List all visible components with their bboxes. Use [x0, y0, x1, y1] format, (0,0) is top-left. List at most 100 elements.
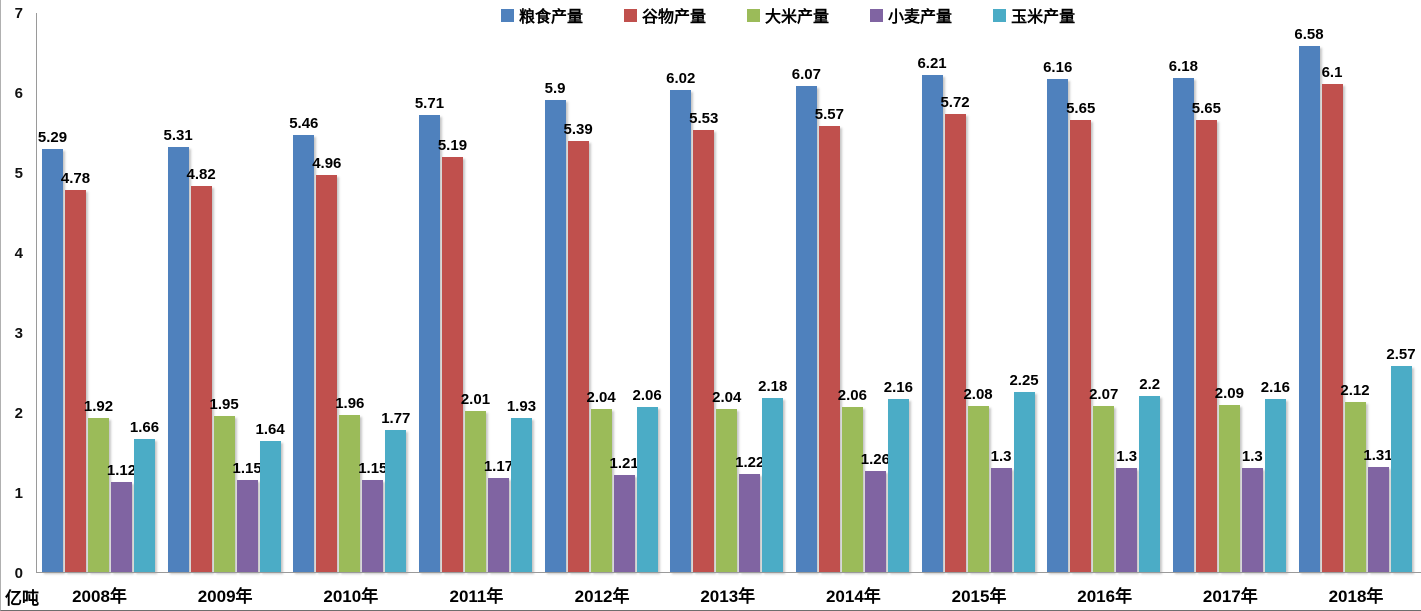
bar	[362, 480, 384, 572]
bar-value-label: 2.04	[712, 388, 742, 406]
bar-value-label: 1.92	[83, 398, 114, 416]
bar-value-label: 2.04	[586, 388, 616, 406]
bar-value-label: 2.06	[632, 387, 662, 405]
x-tick-label: 2017年	[1202, 587, 1258, 606]
bar-value-label: 5.65	[1066, 100, 1096, 117]
legend-item: 玉米产量	[993, 3, 1075, 27]
y-tick-label: 4	[14, 245, 23, 262]
bar-value-label: 2.2	[1139, 376, 1161, 393]
bar-value-label: 2.25	[1009, 372, 1039, 389]
legend-item: 小麦产量	[870, 3, 952, 27]
bar	[385, 430, 407, 572]
bar-value-label: 5.31	[163, 127, 193, 145]
bar-value-label: 2.16	[1260, 379, 1290, 397]
bar	[213, 416, 235, 572]
bar	[510, 417, 532, 572]
x-axis-line	[36, 572, 1421, 573]
bar-value-label: 1.26	[860, 451, 890, 469]
bar	[487, 478, 509, 572]
bar-value-label: 1.15	[358, 460, 388, 477]
bar	[613, 475, 635, 572]
bar	[1047, 79, 1069, 572]
bar	[1139, 396, 1161, 572]
bar	[167, 147, 189, 572]
bar-value-label: 1.77	[381, 410, 411, 428]
bar	[88, 418, 109, 572]
bar-value-label: 1.64	[255, 420, 285, 438]
bar	[236, 480, 258, 572]
bar-value-label: 5.71	[414, 95, 445, 113]
bar	[670, 90, 692, 572]
bar	[795, 86, 817, 572]
bar-value-label: 6.07	[791, 66, 821, 84]
bar-value-label: 2.16	[883, 379, 913, 397]
bar	[1264, 399, 1286, 572]
bar-value-label: 1.12	[106, 462, 137, 480]
legend-marker-icon	[993, 8, 1007, 22]
bar-value-label: 2.01	[460, 391, 491, 409]
x-tick-label: 2015年	[951, 587, 1007, 606]
bar	[134, 439, 155, 572]
x-tick-label: 2013年	[700, 587, 756, 606]
bar-value-label: 2.18	[758, 377, 788, 395]
legend-label: 小麦产量	[888, 9, 953, 26]
legend-marker-icon	[870, 8, 884, 22]
x-tick-label: 2011年	[449, 587, 504, 606]
x-tick-label: 2018年	[1328, 587, 1384, 606]
bar	[762, 397, 784, 572]
y-axis-unit-label: 亿吨	[5, 589, 39, 608]
bar-value-label: 2.12	[1340, 382, 1370, 400]
bar	[418, 115, 440, 572]
bar	[716, 408, 738, 572]
bar-value-label: 6.1	[1321, 64, 1343, 81]
bar-value-label: 5.19	[437, 136, 468, 154]
bar	[293, 135, 315, 572]
bar-value-label: 5.39	[563, 120, 593, 138]
bar	[1093, 406, 1115, 572]
bar-value-label: 5.72	[940, 94, 970, 112]
bar-value-label: 5.9	[544, 80, 566, 97]
bar	[259, 440, 281, 572]
bar-value-label: 1.21	[609, 455, 639, 473]
bar	[316, 175, 338, 572]
bar-value-label: 1.15	[232, 460, 262, 477]
bar	[921, 75, 943, 572]
bar-value-label: 6.21	[917, 55, 947, 73]
bar-value-label: 6.18	[1168, 57, 1198, 75]
x-tick-label: 2008年	[72, 587, 127, 606]
bar-value-label: 2.06	[837, 387, 867, 405]
legend-label: 粮食产量	[519, 9, 584, 26]
bar-value-label: 5.57	[814, 106, 844, 124]
bar	[1172, 77, 1194, 572]
legend-marker-icon	[624, 8, 638, 22]
bar-value-label: 1.96	[335, 395, 365, 413]
bar	[441, 156, 463, 572]
bar	[544, 100, 566, 572]
y-tick-label: 2	[14, 405, 23, 422]
bar	[65, 189, 86, 572]
legend-item: 粮食产量	[501, 3, 583, 27]
bar-value-label: 4.96	[312, 155, 342, 173]
bar-value-label: 6.58	[1294, 25, 1324, 43]
bar-value-label: 1.3	[1241, 448, 1263, 465]
bar-value-label: 5.65	[1191, 100, 1221, 117]
bar	[1344, 402, 1366, 572]
x-tick-label: 2016年	[1077, 587, 1133, 606]
x-tick-label: 2014年	[825, 587, 881, 606]
bar-value-label: 1.95	[209, 396, 239, 413]
bar-value-label: 1.66	[129, 419, 160, 437]
bar	[1241, 468, 1263, 572]
bar	[1367, 467, 1389, 572]
bar-value-label: 1.3	[990, 448, 1012, 465]
bar-value-label: 1.3	[1116, 448, 1138, 465]
bar	[636, 407, 658, 572]
bar	[464, 411, 486, 572]
legend-marker-icon	[501, 8, 514, 22]
bar	[190, 186, 212, 572]
bar-value-label: 5.53	[689, 109, 719, 127]
y-tick-label: 7	[14, 5, 23, 22]
y-tick-label: 3	[14, 325, 23, 342]
bar-value-label: 2.09	[1214, 384, 1244, 402]
bar	[1390, 366, 1412, 572]
